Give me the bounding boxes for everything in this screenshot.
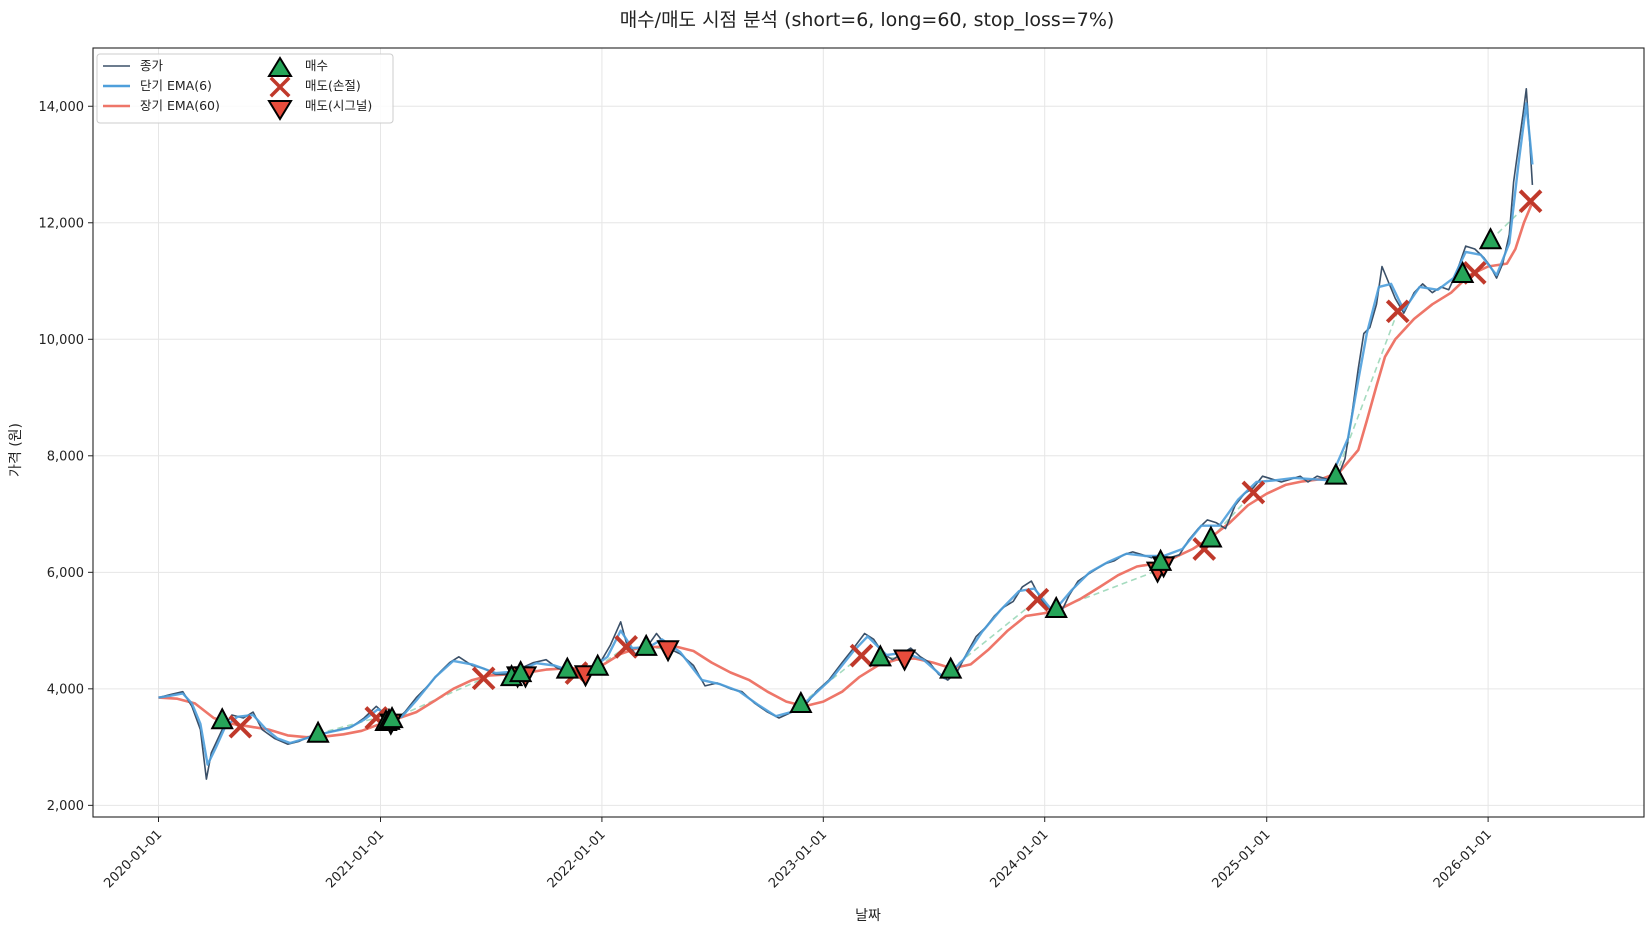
sell-stop-loss-stroke xyxy=(1241,480,1266,505)
legend-buy-label: 매수 xyxy=(305,58,328,73)
buy-marker xyxy=(380,705,404,729)
x-axis-label: 날짜 xyxy=(855,908,881,924)
x-axis-ticks: 2020-01-01 2021-01-01 2022-01-01 2023-01-01… xyxy=(101,817,1495,891)
buy-marker xyxy=(868,644,892,667)
trade-segment-line xyxy=(1055,569,1158,610)
legend-sell-signal-label: 매도(시그널) xyxy=(305,98,372,113)
trade-segment-line xyxy=(950,599,1038,671)
sell-stop-loss-marker xyxy=(228,714,253,739)
buy-marker xyxy=(634,633,658,656)
sell-signal-marker xyxy=(656,640,680,663)
sell-stop-loss-stroke xyxy=(364,706,389,730)
buy-marker xyxy=(1044,595,1068,619)
buy-marker xyxy=(1324,462,1348,485)
y-tick-label: 12,000 xyxy=(39,216,85,231)
sell-stop-loss-stroke xyxy=(1518,189,1543,214)
legend-stop-loss-marker xyxy=(269,76,291,98)
legend-ema-short-label: 단기 EMA(6) xyxy=(140,78,212,93)
trade-markers xyxy=(210,189,1543,743)
plot-frame xyxy=(92,47,1645,818)
grid-lines xyxy=(93,48,1644,817)
y-tick-label: 10,000 xyxy=(39,333,85,348)
sell-stop-loss-marker xyxy=(1385,299,1410,324)
legend: 종가 단기 EMA(6) 장기 EMA(60) 매수 매도(손절) 매도(시그널… xyxy=(96,53,394,124)
y-tick-label: 4,000 xyxy=(47,682,84,697)
sell-stop-loss-marker xyxy=(1518,189,1543,214)
sell-stop-loss-marker xyxy=(471,666,496,691)
buy-marker xyxy=(789,690,813,713)
buy-marker xyxy=(586,653,610,676)
legend-sell-signal-marker xyxy=(267,100,293,121)
buy-marker xyxy=(1478,227,1503,250)
ema-short-line xyxy=(158,102,1534,766)
x-tick-label: 2023-01-01 xyxy=(766,827,830,891)
x-tick-label: 2022-01-01 xyxy=(545,827,609,891)
chart-title: 매수/매도 시점 분석 (short=6, long=60, stop_loss… xyxy=(620,9,1115,31)
buy-marker xyxy=(306,720,330,743)
x-tick-label: 2026-01-01 xyxy=(1431,827,1495,891)
buy-marker xyxy=(1199,525,1223,548)
legend-close-label: 종가 xyxy=(140,58,164,73)
y-axis-label: 가격 (원) xyxy=(8,423,24,477)
buy-marker xyxy=(210,707,234,730)
sell-stop-loss-stroke xyxy=(614,635,639,659)
buy-marker xyxy=(555,656,579,679)
buy-marker xyxy=(1148,548,1173,571)
x-tick-label: 2021-01-01 xyxy=(323,827,387,891)
sell-stop-loss-stroke xyxy=(1025,587,1050,612)
sell-stop-loss-marker xyxy=(614,635,639,659)
y-axis-ticks: 2,000 4,000 6,000 8,000 10,000 12,000 14,000 xyxy=(39,100,93,814)
buy-marker xyxy=(1450,260,1475,284)
buy-marker xyxy=(939,656,963,679)
buy-marker xyxy=(508,659,533,683)
trade-segment-line xyxy=(317,717,377,735)
sell-stop-loss-stroke xyxy=(228,714,253,739)
legend-stop-loss-label: 매도(손절) xyxy=(305,78,361,93)
x-tick-label: 2020-01-01 xyxy=(101,827,165,891)
sell-stop-loss-stroke xyxy=(1385,299,1410,324)
legend-box xyxy=(96,53,394,124)
legend-ema-long-label: 장기 EMA(60) xyxy=(140,98,220,113)
x-tick-label: 2024-01-01 xyxy=(987,827,1051,891)
y-tick-label: 8,000 xyxy=(47,449,84,464)
sell-stop-loss-marker xyxy=(849,643,874,668)
plot-background xyxy=(93,48,1644,817)
x-tick-label: 2025-01-01 xyxy=(1210,827,1274,891)
sell-stop-loss-marker xyxy=(1025,587,1050,612)
y-tick-label: 2,000 xyxy=(47,799,84,814)
sell-signal-marker xyxy=(892,649,917,672)
legend-buy-marker xyxy=(267,56,293,77)
y-tick-label: 14,000 xyxy=(39,100,85,115)
y-tick-label: 6,000 xyxy=(47,566,84,581)
sell-stop-loss-stroke xyxy=(849,643,874,668)
sell-stop-loss-stroke xyxy=(471,666,496,691)
sell-stop-loss-marker xyxy=(1241,480,1266,505)
